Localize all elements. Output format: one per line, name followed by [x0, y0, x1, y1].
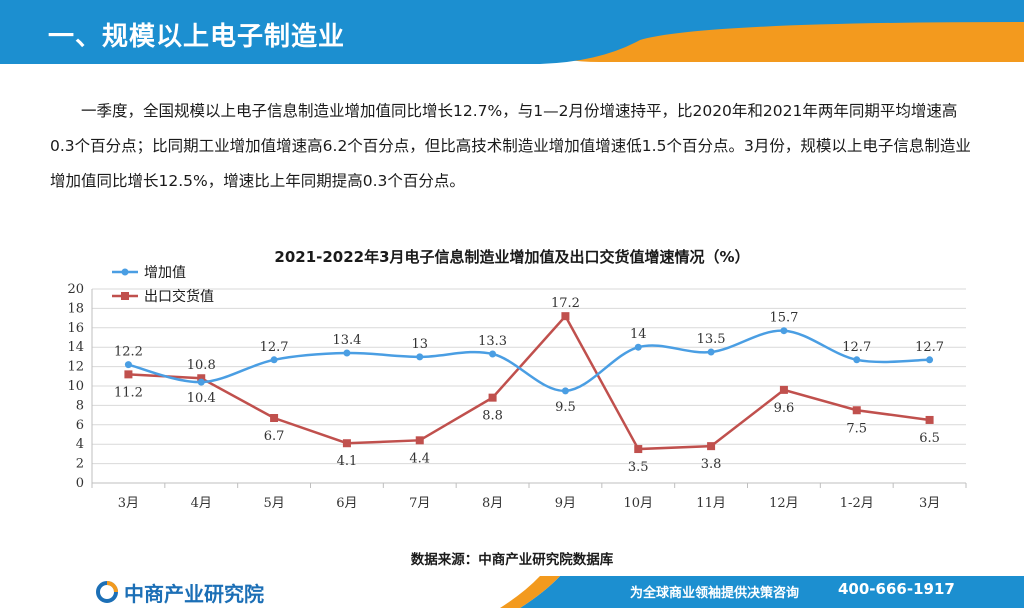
x-tick-label: 3月: [118, 496, 139, 511]
footer-phone: 400-666-1917: [838, 580, 955, 598]
series-point-added-value: [416, 353, 424, 361]
series-point-export: [707, 442, 716, 451]
series-point-export: [634, 445, 643, 454]
x-tick-label: 8月: [482, 496, 503, 511]
series-point-added-value: [489, 350, 497, 358]
y-tick-label: 14: [67, 340, 84, 355]
data-label-export: 3.5: [628, 460, 649, 475]
x-tick-label: 1-2月: [840, 496, 874, 511]
x-tick-label: 5月: [263, 496, 284, 511]
x-tick-label: 7月: [409, 496, 430, 511]
company-logo: 中商产业研究院: [96, 579, 264, 606]
data-label-added-value: 13.5: [697, 332, 726, 347]
data-label-added-value: 13.3: [478, 334, 507, 349]
data-label-export: 4.4: [409, 451, 430, 466]
series-point-added-value: [780, 327, 788, 335]
data-label-added-value: 15.7: [769, 311, 798, 326]
data-label-export: 6.7: [264, 429, 285, 444]
series-point-added-value: [197, 378, 205, 386]
x-tick-label: 4月: [191, 496, 212, 511]
y-tick-label: 18: [67, 301, 84, 316]
header-banner: 一、规模以上电子制造业: [0, 0, 1024, 72]
data-label-added-value: 12.7: [260, 340, 289, 355]
y-tick-label: 2: [76, 457, 84, 472]
data-label-added-value: 9.5: [555, 400, 576, 415]
data-label-export: 10.8: [187, 358, 216, 373]
series-point-added-value: [707, 348, 715, 356]
x-tick-label: 10月: [623, 496, 653, 511]
footer-background: [0, 576, 1024, 608]
series-point-export: [270, 414, 279, 423]
y-tick-label: 10: [67, 379, 84, 394]
x-tick-label: 12月: [769, 496, 799, 511]
series-point-export: [197, 374, 206, 383]
data-label-export: 8.8: [482, 409, 503, 424]
logo-icon: [96, 581, 118, 603]
page-title: 一、规模以上电子制造业: [48, 22, 346, 52]
y-tick-label: 4: [76, 437, 84, 452]
data-label-export: 17.2: [551, 296, 580, 311]
data-label-export: 11.2: [114, 385, 143, 400]
data-label-added-value: 14: [630, 327, 647, 342]
series-point-added-value: [634, 343, 642, 351]
series-point-export: [561, 312, 570, 321]
data-label-export: 4.1: [337, 454, 358, 469]
series-point-export: [342, 439, 351, 448]
series-point-export: [415, 436, 424, 445]
data-label-export: 6.5: [919, 431, 940, 446]
logo-text: 中商产业研究院: [124, 581, 264, 606]
series-point-export: [124, 370, 133, 379]
legend-label-export: 出口交货值: [144, 288, 214, 305]
header-background: [0, 0, 1024, 72]
y-tick-label: 6: [76, 418, 84, 433]
footer-bar: [0, 576, 1024, 608]
x-tick-label: 3月: [919, 496, 940, 511]
series-point-added-value: [853, 356, 861, 364]
series-point-export: [852, 406, 861, 415]
series-point-added-value: [926, 356, 934, 364]
footer-slogan: 为全球商业领袖提供决策咨询: [630, 586, 800, 601]
data-label-export: 3.8: [701, 457, 722, 472]
x-tick-label: 6月: [336, 496, 357, 511]
data-source: 数据来源：中商产业研究院数据库: [410, 552, 614, 568]
line-chart: 2021-2022年3月电子信息制造业增加值及出口交货值增速情况（%） 0 2 4 6 8…: [67, 248, 967, 511]
series-line-export: [128, 314, 930, 451]
series-point-export: [779, 385, 788, 394]
chart-title: 2021-2022年3月电子信息制造业增加值及出口交货值增速情况（%）: [274, 248, 749, 266]
y-tick-label: 12: [67, 360, 84, 375]
series-point-export: [925, 415, 934, 424]
data-label-added-value: 12.2: [114, 345, 143, 360]
x-tick-label: 9月: [555, 496, 576, 511]
data-label-added-value: 13: [411, 337, 428, 352]
y-tick-label: 20: [67, 282, 84, 297]
series-line-added-value: [128, 329, 930, 393]
data-label-added-value: 13.4: [332, 333, 361, 348]
series-point-added-value: [561, 387, 569, 395]
data-label-export: 9.6: [774, 401, 795, 416]
data-label-added-value: 12.7: [842, 340, 871, 355]
data-label-added-value: 10.4: [187, 391, 216, 406]
data-label-export: 7.5: [846, 421, 867, 436]
legend-label-added-value: 增加值: [144, 265, 186, 281]
series-point-added-value: [124, 361, 132, 369]
data-label-added-value: 12.7: [915, 340, 944, 355]
y-tick-label: 16: [67, 321, 84, 336]
series-point-added-value: [270, 356, 278, 364]
x-tick-label: 11月: [696, 496, 726, 511]
series-point-added-value: [343, 349, 351, 357]
legend-marker-added-value: [121, 268, 129, 276]
legend-marker-export: [121, 292, 129, 300]
y-tick-label: 8: [76, 398, 84, 413]
series-point-export: [488, 393, 497, 402]
body-paragraph: 一季度，全国规模以上电子信息制造业增加值同比增长12.7%，与1—2月份增速持平…: [50, 102, 971, 190]
y-tick-label: 0: [76, 476, 84, 491]
